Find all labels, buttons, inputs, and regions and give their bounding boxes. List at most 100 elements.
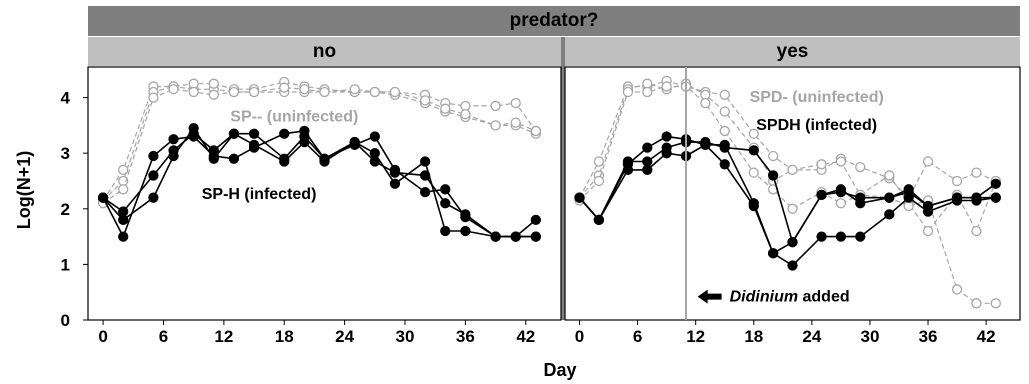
panel-separator [561, 37, 565, 320]
uninfected-point [530, 125, 541, 137]
infected-point [787, 260, 798, 271]
infected-point [593, 214, 605, 226]
infected-point [642, 142, 653, 153]
series-annotation: SP-H (infected) [202, 186, 317, 203]
infected-point [319, 156, 330, 167]
infected-point [990, 178, 1001, 189]
x-tick-label: 42 [516, 327, 535, 346]
infected-point [148, 170, 159, 181]
infected-point [168, 150, 179, 162]
uninfected-point [971, 225, 982, 237]
infected-point [440, 198, 451, 209]
uninfected-point [642, 86, 653, 98]
infected-point [228, 153, 240, 164]
infected-point [118, 214, 129, 226]
infected-point [767, 170, 779, 181]
uninfected-point [118, 164, 129, 176]
uninfected-point [208, 89, 219, 100]
uninfected-point [971, 167, 982, 178]
series-annotation: SPDH (infected) [756, 117, 877, 134]
facet-label-no: no [312, 40, 337, 62]
infected-point [228, 128, 240, 139]
facet-label-yes: yes [776, 40, 809, 62]
infected-point [951, 192, 963, 203]
uninfected-point [700, 89, 711, 100]
uninfected-point [440, 103, 451, 114]
infected-point [389, 178, 401, 189]
facet-title-strip: predator? [88, 6, 1020, 36]
facet-strip-yes: yes [565, 37, 1020, 66]
infected-point [248, 128, 260, 139]
infected-point [369, 131, 380, 142]
x-tick-label: 12 [686, 327, 705, 346]
uninfected-point [642, 78, 653, 89]
predator-added-label: Didinium added [730, 289, 850, 306]
x-tick-label: 12 [214, 327, 233, 346]
infected-point [903, 184, 914, 195]
uninfected-point [188, 78, 199, 89]
plot-panel-yes [564, 66, 1021, 321]
infected-point [922, 200, 934, 212]
infected-point [835, 231, 847, 242]
x-tick-label: 0 [575, 327, 584, 346]
x-axis-title: Day [543, 360, 576, 380]
uninfected-point [787, 203, 798, 214]
infected-point [490, 231, 501, 242]
uninfected-point [767, 150, 779, 162]
infected-point [208, 153, 219, 164]
uninfected-point [700, 97, 711, 109]
infected-point [188, 123, 199, 134]
infected-point [748, 200, 759, 212]
x-tick-label: 18 [275, 327, 294, 346]
uninfected-point [299, 84, 310, 95]
infected-point [440, 225, 451, 237]
y-tick-label: 1 [61, 255, 70, 274]
uninfected-point [460, 100, 471, 112]
uninfected-point [593, 175, 605, 187]
left-arrow-icon [697, 289, 722, 304]
x-tick-label: 6 [159, 327, 168, 346]
uninfected-point [148, 92, 159, 103]
infected-point [118, 206, 129, 217]
uninfected-point [787, 164, 798, 176]
infected-point [719, 142, 730, 153]
uninfected-point [419, 95, 431, 106]
y-tick-label: 0 [61, 311, 70, 330]
x-tick-label: 36 [919, 327, 938, 346]
infected-point [419, 186, 431, 198]
uninfected-point [490, 120, 501, 131]
infected-point [787, 237, 798, 248]
uninfected-point [369, 86, 380, 98]
uninfected-point [903, 200, 914, 212]
series-annotation: SPD- (uninfected) [750, 89, 884, 106]
infected-point [855, 231, 866, 242]
infected-point [855, 198, 866, 209]
uninfected-point [835, 156, 847, 167]
uninfected-point [719, 106, 730, 117]
infected-point [700, 136, 711, 148]
uninfected-point [835, 198, 847, 209]
uninfected-point [748, 167, 759, 178]
uninfected-point [319, 86, 330, 98]
y-tick-label: 2 [61, 200, 70, 219]
uninfected-point [855, 161, 866, 173]
infected-point [835, 184, 847, 195]
infected-point [349, 136, 360, 148]
uninfected-point [248, 86, 260, 98]
infected-point [642, 164, 653, 176]
infected-point [148, 150, 159, 162]
uninfected-point [748, 128, 759, 139]
infected-point [903, 192, 914, 203]
uninfected-point [719, 125, 730, 137]
x-tick-label: 36 [456, 327, 475, 346]
uninfected-point [622, 86, 634, 98]
infected-point [816, 189, 827, 201]
uninfected-point [208, 78, 219, 89]
uninfected-point [188, 86, 199, 98]
y-axis-title: Log(N+1) [14, 151, 34, 230]
infected-point [748, 145, 759, 156]
uninfected-point [816, 159, 827, 170]
infected-point [168, 134, 179, 145]
x-tick-label: 18 [744, 327, 763, 346]
series-annotation: SP-- (uninfected) [230, 108, 358, 125]
